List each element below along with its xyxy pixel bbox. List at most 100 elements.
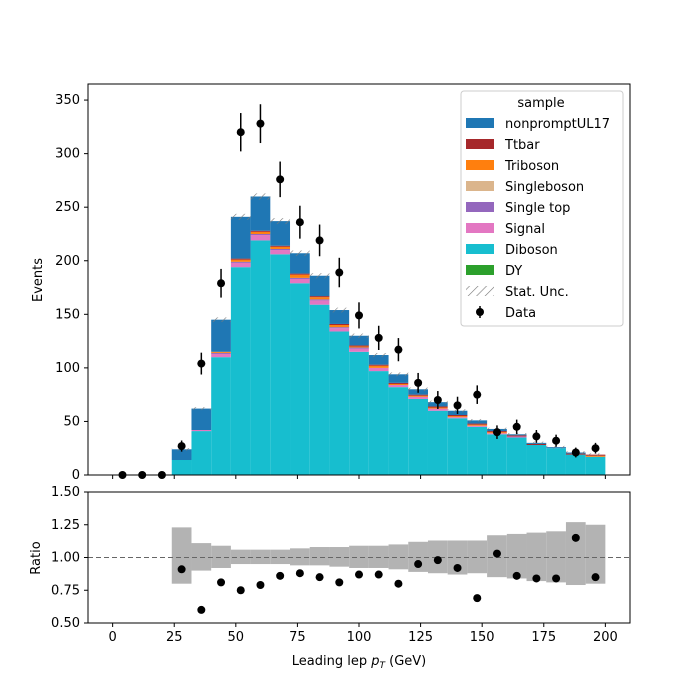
- ratio-points: [177, 533, 600, 614]
- bar-signal: [211, 353, 231, 358]
- legend-title: sample: [517, 96, 564, 111]
- ratio-y-ticks: 0.50 0.75 1.00 1.25 1.50: [51, 485, 88, 631]
- bar-signal: [250, 235, 271, 241]
- stat-unc-box: [585, 453, 606, 456]
- stacked-bars: [171, 196, 606, 475]
- x-axis-label: Leading lep pT (GeV): [292, 654, 426, 671]
- ratio-band-segment: [388, 544, 409, 570]
- legend-swatch: [466, 118, 494, 128]
- bar-diboson: [250, 240, 271, 475]
- legend-item: Data: [476, 306, 536, 321]
- legend-frame: [460, 90, 624, 327]
- data-point: [473, 390, 482, 399]
- bar-triboson: [290, 274, 310, 278]
- bar-triboson: [329, 325, 350, 328]
- ratio-point: [473, 594, 482, 603]
- main-panel: 0 50 100 150 200 250 300 350 Events sample nonp…: [31, 83, 631, 483]
- ratio-point: [236, 586, 245, 595]
- x-tick-label: 100: [347, 630, 372, 645]
- bar-triboson: [270, 246, 291, 249]
- ratio-point: [532, 574, 541, 583]
- legend-item: DY: [466, 264, 522, 279]
- ratio-band-segment: [290, 548, 310, 566]
- stat-unc-box: [349, 333, 369, 338]
- stat-unc-box: [270, 218, 291, 225]
- data-point: [414, 378, 423, 387]
- bar-signal: [349, 348, 369, 352]
- ratio-y-tick-label: 1.25: [51, 518, 80, 533]
- y-tick-label: 350: [55, 93, 80, 108]
- bar-ttbar: [230, 258, 251, 260]
- y-tick-label: 50: [63, 414, 80, 429]
- bar-nonpromptul17: [368, 355, 389, 365]
- ratio-band-segment: [211, 545, 231, 568]
- ratio-x-ticks: 0 25 50 75 100 125 150 175 200: [108, 623, 618, 645]
- bar-diboson: [487, 434, 507, 475]
- bar-triboson: [388, 383, 409, 386]
- bar-triboson: [585, 455, 606, 457]
- bar-ttbar: [388, 382, 409, 384]
- ratio-point: [512, 571, 521, 580]
- bar-single-top: [290, 277, 310, 279]
- bar-ttbar: [250, 230, 271, 232]
- ratio-point: [276, 571, 285, 580]
- data-point: [355, 311, 363, 320]
- bar-diboson: [506, 437, 527, 475]
- y-axis-label: Events: [31, 258, 46, 302]
- bar-signal: [447, 417, 468, 419]
- data-point: [177, 442, 186, 451]
- data-point: [256, 119, 265, 128]
- legend-label: nonpromptUL17: [505, 117, 610, 132]
- bar-triboson: [211, 351, 231, 353]
- ratio-point: [177, 565, 186, 574]
- stat-unc-box: [290, 250, 310, 257]
- ratio-uncertainty-band: [171, 522, 606, 586]
- bar-diboson: [290, 283, 310, 475]
- x-tick-label: 0: [108, 630, 116, 645]
- bar-nonpromptul17: [270, 221, 291, 246]
- ratio-point: [256, 581, 265, 590]
- bar-diboson: [270, 254, 291, 475]
- legend-swatch: [466, 202, 494, 212]
- y-tick-label: 300: [55, 147, 80, 162]
- bar-ttbar: [467, 423, 488, 425]
- y-tick-label: 100: [55, 361, 80, 376]
- bar-signal: [368, 367, 389, 372]
- bar-diboson: [349, 351, 369, 475]
- ratio-band-segment: [565, 522, 586, 586]
- stat-unc-box: [388, 372, 409, 377]
- legend-swatch: [466, 223, 494, 233]
- bar-single-top: [329, 327, 350, 329]
- bar-nonpromptul17: [349, 335, 369, 346]
- bar-ttbar: [290, 273, 310, 275]
- bar-signal: [506, 436, 527, 438]
- bar-signal: [388, 385, 409, 388]
- bar-diboson: [447, 418, 468, 475]
- data-point: [374, 333, 383, 342]
- bar-diboson: [171, 460, 192, 475]
- ratio-band-segment: [329, 547, 350, 567]
- ratio-point: [552, 574, 561, 583]
- legend-swatch: [476, 308, 484, 316]
- bar-diboson: [585, 456, 606, 475]
- bar-single-top: [230, 261, 251, 263]
- bar-triboson: [408, 395, 428, 397]
- bar-signal: [329, 328, 350, 332]
- data-point: [453, 401, 462, 410]
- legend-label: Ttbar: [504, 138, 540, 153]
- stat-unc-box: [467, 418, 488, 422]
- legend-label: Stat. Unc.: [505, 285, 569, 300]
- ratio-point: [591, 573, 600, 582]
- ratio-point: [453, 563, 462, 572]
- bar-nonpromptul17: [329, 310, 350, 324]
- legend-label: Triboson: [504, 159, 559, 174]
- legend-swatch: [466, 181, 494, 191]
- bar-ttbar: [526, 443, 547, 446]
- legend-swatch: [466, 265, 494, 275]
- y-tick-label: 200: [55, 254, 80, 269]
- bar-nonpromptul17: [230, 216, 251, 259]
- ratio-y-tick-label: 1.00: [51, 551, 80, 566]
- data-point: [276, 175, 285, 184]
- bar-diboson: [309, 304, 330, 475]
- bar-single-top: [211, 352, 231, 354]
